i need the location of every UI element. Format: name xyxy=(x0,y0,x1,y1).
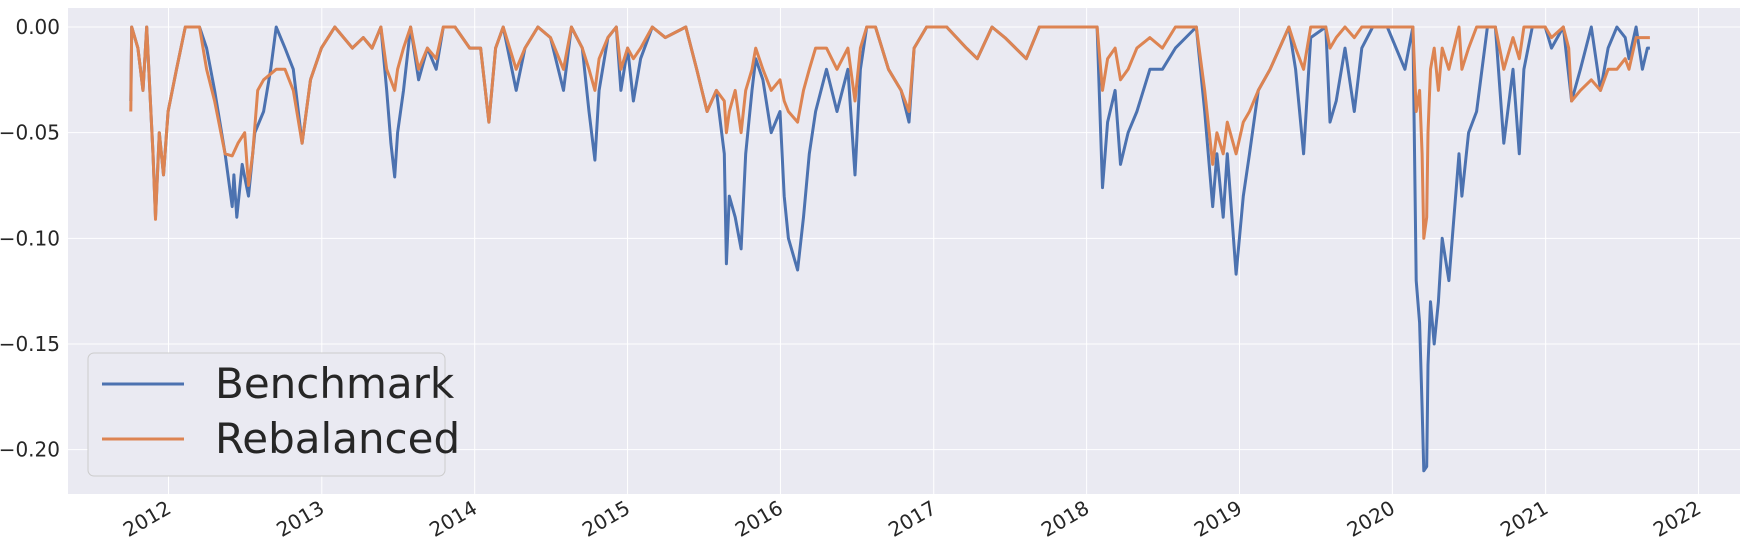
y-tick-label: −0.05 xyxy=(0,121,60,145)
x-tick-label: 2021 xyxy=(1496,496,1552,542)
legend-label-rebalanced: Rebalanced xyxy=(215,414,460,463)
y-tick-label: −0.20 xyxy=(0,438,60,462)
grid-lines xyxy=(68,8,1740,494)
x-tick-label: 2014 xyxy=(425,496,481,542)
x-tick-label: 2022 xyxy=(1649,496,1705,542)
x-tick-label: 2018 xyxy=(1037,496,1093,542)
x-tick-label: 2016 xyxy=(731,496,787,542)
x-axis-ticks: 2012 2013 2014 2015 2016 2017 2018 2019 2020 2021… xyxy=(119,496,1705,542)
x-tick-label: 2015 xyxy=(578,496,634,542)
y-tick-label: −0.15 xyxy=(0,332,60,356)
y-axis-ticks: 0.00 −0.05 −0.10 −0.15 −0.20 xyxy=(0,15,60,462)
x-tick-label: 2017 xyxy=(884,496,940,542)
series-lines xyxy=(129,25,1650,473)
legend: Benchmark Rebalanced xyxy=(87,352,460,477)
x-tick-label: 2013 xyxy=(272,496,328,542)
x-tick-label: 2020 xyxy=(1343,496,1399,542)
series-line-rebalanced xyxy=(129,25,1650,240)
y-tick-label: 0.00 xyxy=(15,15,60,39)
x-tick-label: 2012 xyxy=(119,496,175,542)
legend-label-benchmark: Benchmark xyxy=(215,359,455,408)
y-tick-label: −0.10 xyxy=(0,226,60,250)
x-tick-label: 2019 xyxy=(1190,496,1246,542)
